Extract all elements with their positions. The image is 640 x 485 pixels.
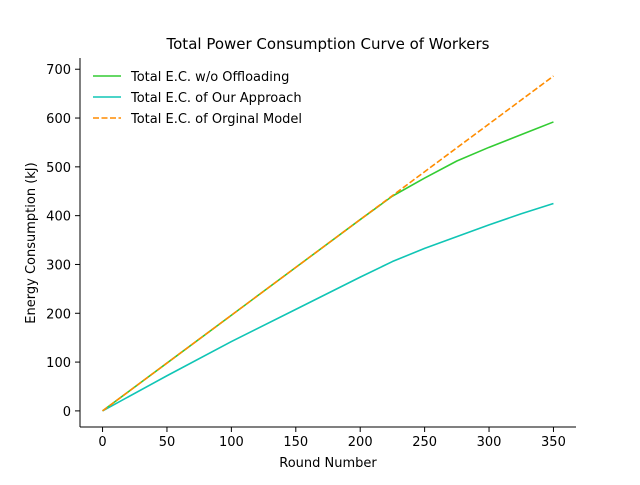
y-tick-label: 0	[63, 405, 71, 420]
legend-label-2: Total E.C. of Our Approach	[130, 91, 302, 106]
y-axis-label: Energy Consumption (kJ)	[24, 162, 39, 323]
y-tick-label: 400	[46, 210, 71, 225]
series-line-3	[102, 75, 554, 412]
x-ticks: 0 50 100 150 200 250 300 350	[98, 427, 566, 450]
x-axis-label: Round Number	[279, 456, 377, 471]
x-tick-label: 50	[159, 435, 176, 450]
x-tick-label: 250	[412, 435, 437, 450]
axes	[79, 58, 576, 428]
y-tick-label: 600	[46, 112, 71, 127]
x-tick-label: 100	[219, 435, 244, 450]
y-tick-label: 200	[46, 307, 71, 322]
chart-title: Total Power Consumption Curve of Workers	[166, 35, 490, 53]
legend-label-3: Total E.C. of Orginal Model	[130, 112, 302, 127]
y-tick-label: 100	[46, 356, 71, 371]
legend-label-1: Total E.C. w/o Offloading	[130, 70, 289, 85]
plot-lines	[102, 75, 554, 412]
series-line-2	[102, 202, 554, 412]
y-tick-label: 500	[46, 161, 71, 176]
y-tick-label: 700	[46, 63, 71, 78]
x-tick-label: 300	[477, 435, 502, 450]
x-tick-label: 350	[541, 435, 566, 450]
x-tick-label: 200	[348, 435, 373, 450]
x-tick-label: 0	[98, 435, 106, 450]
legend: Total E.C. w/o Offloading Total E.C. of O…	[93, 70, 302, 127]
x-tick-label: 150	[283, 435, 308, 450]
y-tick-label: 300	[46, 258, 71, 273]
y-ticks: 0 100 200 300 400 500 600 700	[46, 63, 80, 420]
